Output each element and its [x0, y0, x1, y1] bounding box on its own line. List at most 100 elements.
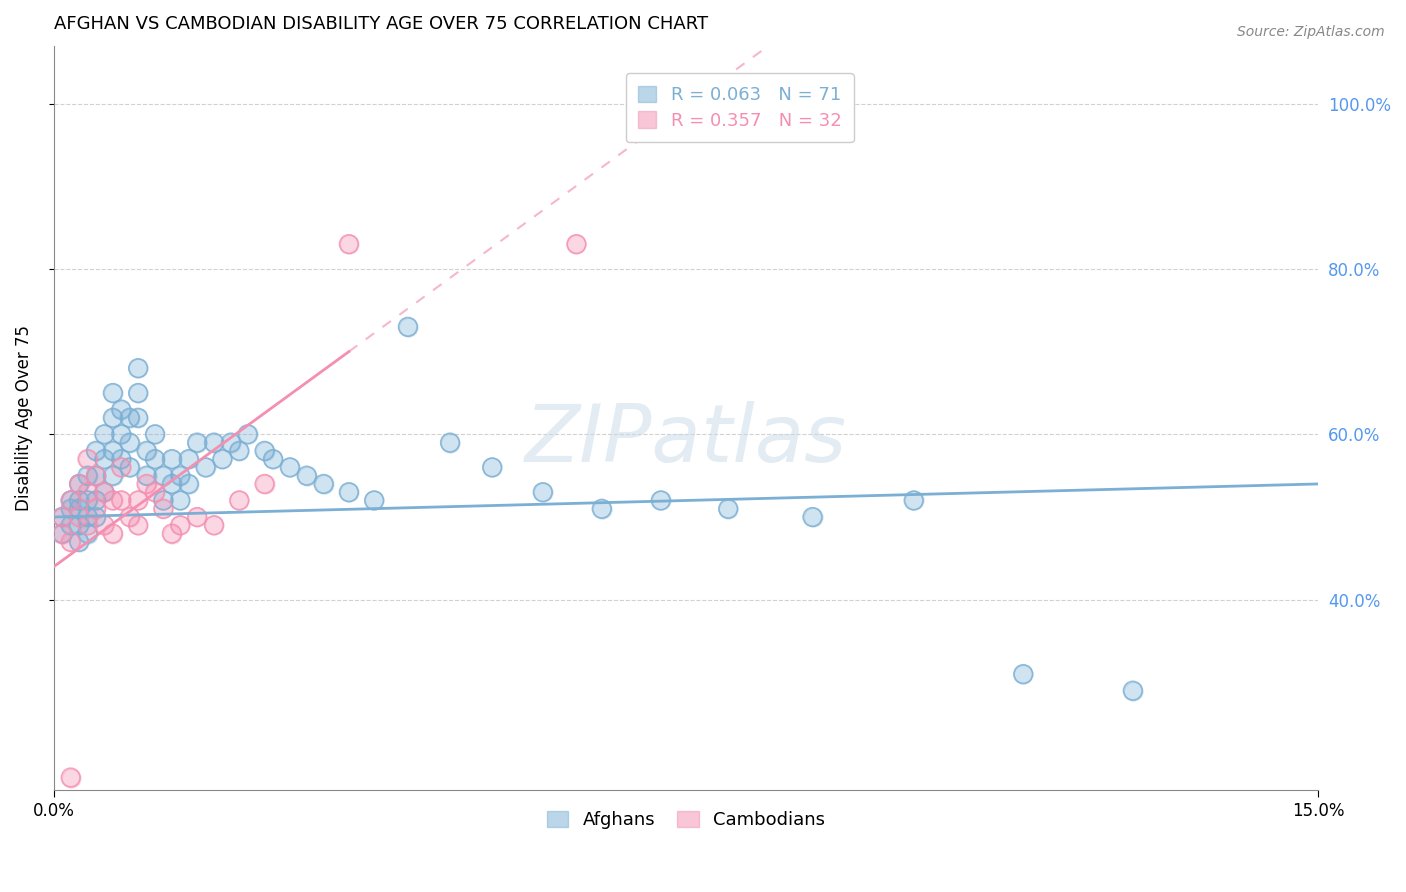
- Point: [169, 468, 191, 483]
- Point: [211, 452, 233, 467]
- Point: [76, 452, 98, 467]
- Point: [531, 485, 554, 500]
- Point: [59, 493, 82, 508]
- Point: [396, 319, 419, 334]
- Point: [110, 460, 132, 475]
- Point: [84, 468, 107, 483]
- Point: [67, 493, 90, 508]
- Point: [93, 485, 115, 500]
- Point: [1122, 683, 1144, 698]
- Point: [59, 501, 82, 516]
- Point: [59, 534, 82, 549]
- Point: [110, 493, 132, 508]
- Point: [93, 427, 115, 442]
- Point: [143, 485, 166, 500]
- Point: [110, 402, 132, 417]
- Point: [84, 510, 107, 524]
- Point: [337, 237, 360, 252]
- Point: [650, 493, 672, 508]
- Point: [76, 510, 98, 524]
- Point: [135, 468, 157, 483]
- Point: [143, 427, 166, 442]
- Point: [84, 501, 107, 516]
- Point: [186, 435, 208, 450]
- Point: [211, 452, 233, 467]
- Point: [135, 443, 157, 458]
- Point: [110, 427, 132, 442]
- Point: [76, 510, 98, 524]
- Point: [152, 501, 174, 516]
- Point: [93, 452, 115, 467]
- Point: [481, 460, 503, 475]
- Point: [177, 477, 200, 491]
- Point: [127, 361, 149, 376]
- Point: [312, 477, 335, 491]
- Point: [110, 493, 132, 508]
- Point: [143, 427, 166, 442]
- Point: [903, 493, 925, 508]
- Point: [363, 493, 385, 508]
- Point: [650, 493, 672, 508]
- Point: [194, 460, 217, 475]
- Point: [110, 460, 132, 475]
- Point: [160, 477, 183, 491]
- Point: [93, 485, 115, 500]
- Point: [101, 526, 124, 541]
- Point: [67, 534, 90, 549]
- Point: [101, 493, 124, 508]
- Point: [295, 468, 318, 483]
- Point: [84, 468, 107, 483]
- Point: [84, 493, 107, 508]
- Point: [143, 452, 166, 467]
- Point: [110, 402, 132, 417]
- Point: [59, 518, 82, 533]
- Point: [253, 477, 276, 491]
- Point: [228, 443, 250, 458]
- Point: [591, 501, 613, 516]
- Point: [76, 493, 98, 508]
- Point: [186, 510, 208, 524]
- Point: [127, 410, 149, 425]
- Point: [51, 526, 73, 541]
- Point: [169, 518, 191, 533]
- Point: [110, 452, 132, 467]
- Point: [219, 435, 242, 450]
- Point: [67, 477, 90, 491]
- Point: [51, 526, 73, 541]
- Y-axis label: Disability Age Over 75: Disability Age Over 75: [15, 325, 32, 511]
- Point: [262, 452, 284, 467]
- Point: [152, 493, 174, 508]
- Point: [143, 452, 166, 467]
- Point: [67, 477, 90, 491]
- Point: [219, 435, 242, 450]
- Point: [101, 526, 124, 541]
- Point: [135, 477, 157, 491]
- Point: [84, 501, 107, 516]
- Point: [76, 485, 98, 500]
- Point: [337, 485, 360, 500]
- Point: [118, 435, 141, 450]
- Point: [110, 427, 132, 442]
- Point: [93, 485, 115, 500]
- Point: [1012, 667, 1035, 681]
- Point: [177, 452, 200, 467]
- Point: [101, 443, 124, 458]
- Point: [396, 319, 419, 334]
- Point: [127, 386, 149, 401]
- Point: [101, 468, 124, 483]
- Point: [262, 452, 284, 467]
- Point: [1122, 683, 1144, 698]
- Point: [481, 460, 503, 475]
- Point: [51, 510, 73, 524]
- Point: [93, 427, 115, 442]
- Point: [135, 468, 157, 483]
- Point: [59, 534, 82, 549]
- Point: [118, 510, 141, 524]
- Point: [295, 468, 318, 483]
- Point: [801, 510, 824, 524]
- Point: [312, 477, 335, 491]
- Point: [152, 468, 174, 483]
- Point: [93, 452, 115, 467]
- Point: [59, 493, 82, 508]
- Point: [84, 493, 107, 508]
